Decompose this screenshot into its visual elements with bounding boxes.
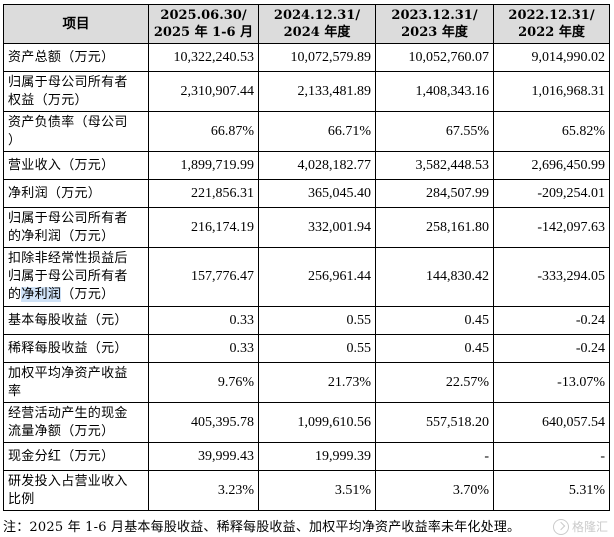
row-label: 稀释每股收益（元） [3,334,149,363]
cell-value: -209,254.01 [493,179,610,208]
cell-value: 10,052,760.07 [375,43,494,72]
cell-value: 557,518.20 [375,402,494,443]
highlighted-text[interactable]: 净利润 [21,287,62,302]
cell-value: 10,072,579.89 [258,43,376,72]
cell-value: - [493,442,610,471]
cell-value: 144,830.42 [375,247,494,307]
cell-value: -13.07% [493,362,610,403]
table-row: 经营活动产生的现金 流量净额（万元） 405,395.78 1,099,610.… [3,402,610,443]
cell-value: 4,028,182.77 [258,151,376,180]
cell-value: 365,045.40 [258,179,376,208]
cell-value: 0.33 [148,334,259,363]
cell-value: 258,161.80 [375,207,494,248]
cell-value: 9,014,990.02 [493,43,610,72]
cell-value: 0.45 [375,334,494,363]
cell-value: 405,395.78 [148,402,259,443]
header-col-2024: 2024.12.31/ 2024 年度 [258,4,376,44]
cell-value: 0.45 [375,306,494,335]
watermark: 格隆汇 [552,518,608,535]
cell-value: 3,582,448.53 [375,151,494,180]
cell-value: 216,174.19 [148,207,259,248]
cell-value: -333,294.05 [493,247,610,307]
cell-value: 0.55 [258,334,376,363]
cell-value: 3.51% [258,470,376,511]
row-label: 基本每股收益（元） [3,306,149,335]
cell-value: 21.73% [258,362,376,403]
cell-value: 22.57% [375,362,494,403]
table-row: 资产负债率（母公司 ） 66.87% 66.71% 67.55% 65.82% [3,111,610,152]
cell-value: 5.31% [493,470,610,511]
cell-value: 2,310,907.44 [148,71,259,112]
cell-value: 67.55% [375,111,494,152]
watermark-text: 格隆汇 [571,520,608,534]
cell-value: 66.71% [258,111,376,152]
cell-value: 1,408,343.16 [375,71,494,112]
cell-value: 157,776.47 [148,247,259,307]
table-row: 加权平均净资产收益 率 9.76% 21.73% 22.57% -13.07% [3,362,610,403]
row-label: 经营活动产生的现金 流量净额（万元） [3,402,149,443]
cell-value: 65.82% [493,111,610,152]
row-label: 现金分红（万元） [3,442,149,471]
cell-value: 19,999.39 [258,442,376,471]
table-row: 现金分红（万元） 39,999.43 19,999.39 - - [3,442,610,471]
cell-value: 3.23% [148,470,259,511]
table-row: 资产总额（万元） 10,322,240.53 10,072,579.89 10,… [3,43,610,72]
table-row: 营业收入（万元） 1,899,719.99 4,028,182.77 3,582… [3,151,610,180]
cell-value: -142,097.63 [493,207,610,248]
cell-value: 256,961.44 [258,247,376,307]
cell-value: 0.33 [148,306,259,335]
table-row: 基本每股收益（元） 0.33 0.55 0.45 -0.24 [3,306,610,335]
table-header-row: 项目 2025.06.30/ 2025 年 1-6 月 2024.12.31/ … [3,4,610,44]
cell-value: 0.55 [258,306,376,335]
row-label: 归属于母公司所有者 的净利润（万元） [3,207,149,248]
cell-value: -0.24 [493,334,610,363]
table-row: 净利润（万元） 221,856.31 365,045.40 284,507.99… [3,179,610,208]
cell-value: 2,696,450.99 [493,151,610,180]
table-row: 稀释每股收益（元） 0.33 0.55 0.45 -0.24 [3,334,610,363]
cell-value: 10,322,240.53 [148,43,259,72]
table-footnote: 注：2025 年 1-6 月基本每股收益、稀释每股收益、加权平均净资产收益率未年… [3,520,521,535]
row-label: 资产负债率（母公司 ） [3,111,149,152]
table-row: 扣除非经常性损益后 归属于母公司所有者 的净利润（万元） 157,776.47 … [3,247,610,307]
table-row: 归属于母公司所有者 权益（万元） 2,310,907.44 2,133,481.… [3,71,610,112]
row-label: 加权平均净资产收益 率 [3,362,149,403]
cell-value: 1,016,968.31 [493,71,610,112]
table-row: 归属于母公司所有者 的净利润（万元） 216,174.19 332,001.94… [3,207,610,248]
table-row: 研发投入占营业收入 比例 3.23% 3.51% 3.70% 5.31% [3,470,610,511]
cell-value: 39,999.43 [148,442,259,471]
gelonghui-logo-icon [552,518,569,535]
cell-value: 284,507.99 [375,179,494,208]
cell-value: 1,899,719.99 [148,151,259,180]
cell-value: 2,133,481.89 [258,71,376,112]
cell-value: - [375,442,494,471]
cell-value: 66.87% [148,111,259,152]
header-col-2022: 2022.12.31/ 2022 年度 [493,4,610,44]
cell-value: 1,099,610.56 [258,402,376,443]
cell-value: 221,856.31 [148,179,259,208]
header-item: 项目 [3,4,149,44]
header-col-2025h1: 2025.06.30/ 2025 年 1-6 月 [148,4,259,44]
cell-value: 3.70% [375,470,494,511]
row-label: 研发投入占营业收入 比例 [3,470,149,511]
cell-value: 332,001.94 [258,207,376,248]
row-label: 资产总额（万元） [3,43,149,72]
cell-value: -0.24 [493,306,610,335]
cell-value: 9.76% [148,362,259,403]
cell-value: 640,057.54 [493,402,610,443]
financial-data-table: 项目 2025.06.30/ 2025 年 1-6 月 2024.12.31/ … [3,4,610,511]
row-label: 营业收入（万元） [3,151,149,180]
row-label: 归属于母公司所有者 权益（万元） [3,71,149,112]
header-col-2023: 2023.12.31/ 2023 年度 [375,4,494,44]
row-label: 净利润（万元） [3,179,149,208]
row-label: 扣除非经常性损益后 归属于母公司所有者 的净利润（万元） [3,247,149,307]
